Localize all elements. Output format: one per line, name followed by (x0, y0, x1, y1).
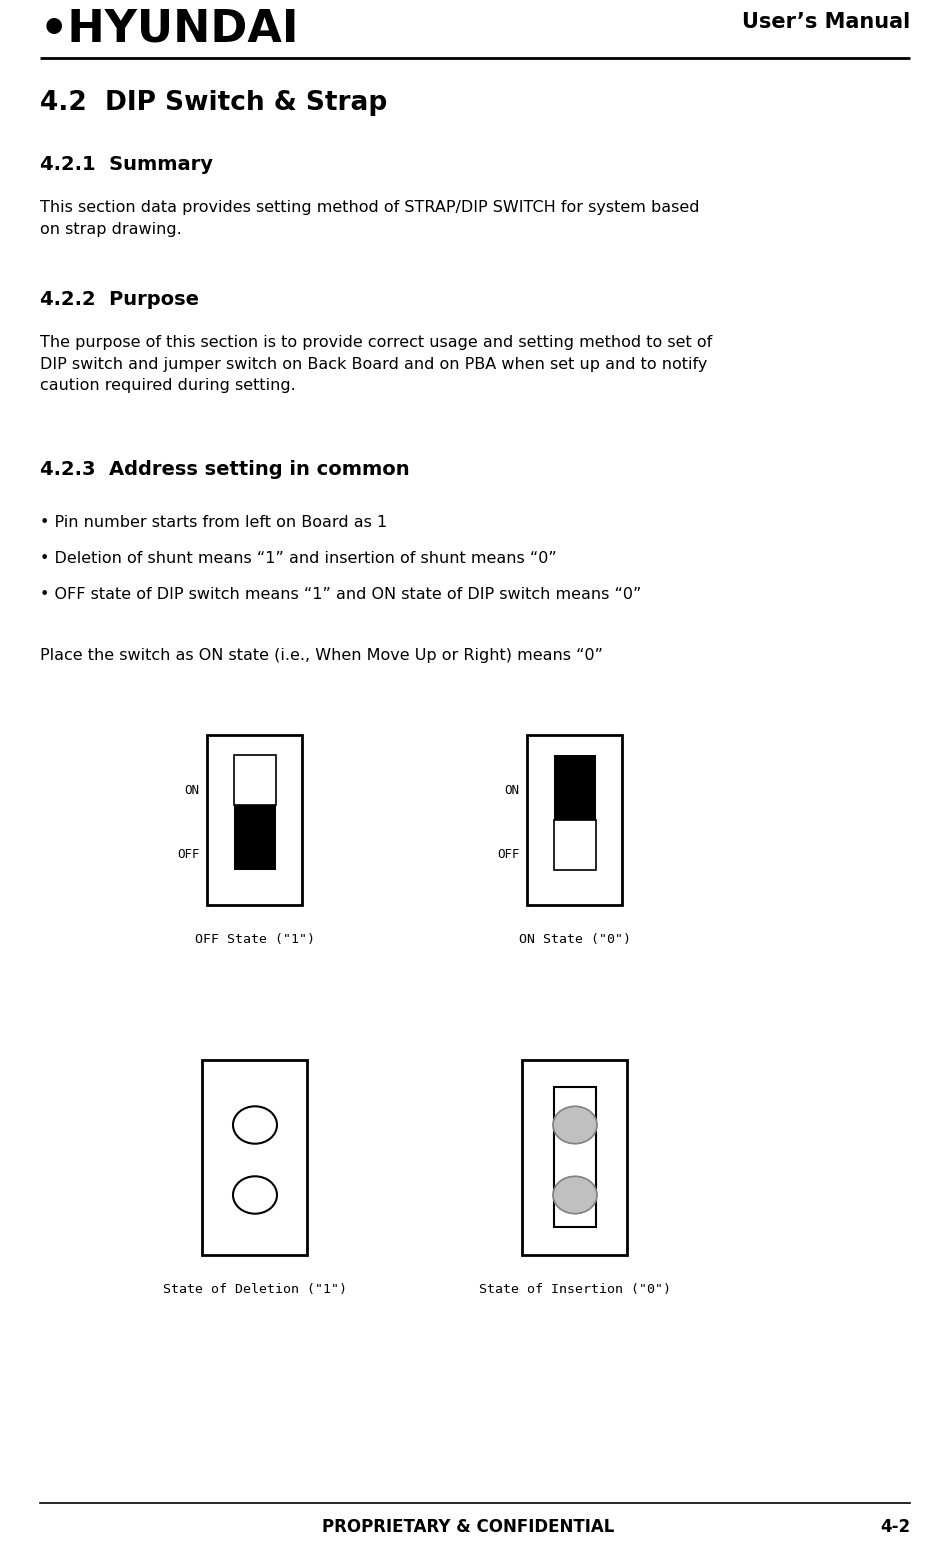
Text: This section data provides setting method of STRAP/DIP SWITCH for system based
o: This section data provides setting metho… (40, 200, 699, 236)
Text: 4.2.2  Purpose: 4.2.2 Purpose (40, 290, 198, 309)
Ellipse shape (552, 1106, 596, 1143)
Text: The purpose of this section is to provide correct usage and setting method to se: The purpose of this section is to provid… (40, 335, 711, 393)
Ellipse shape (552, 1176, 596, 1214)
Text: ON: ON (184, 784, 199, 797)
Text: OFF State ("1"): OFF State ("1") (195, 933, 314, 946)
Text: 4.2  DIP Switch & Strap: 4.2 DIP Switch & Strap (40, 90, 387, 116)
Text: PROPRIETARY & CONFIDENTIAL: PROPRIETARY & CONFIDENTIAL (322, 1517, 614, 1536)
Bar (527, 735, 622, 905)
Text: • OFF state of DIP switch means “1” and ON state of DIP switch means “0”: • OFF state of DIP switch means “1” and … (40, 587, 640, 603)
Text: State of Deletion ("1"): State of Deletion ("1") (163, 1283, 346, 1297)
Text: 4.2.3  Address setting in common: 4.2.3 Address setting in common (40, 460, 409, 478)
Text: User’s Manual: User’s Manual (741, 12, 909, 33)
Text: • Pin number starts from left on Board as 1: • Pin number starts from left on Board a… (40, 516, 387, 530)
Bar (202, 1061, 307, 1255)
Bar (234, 755, 276, 804)
Text: ON State ("0"): ON State ("0") (519, 933, 630, 946)
Ellipse shape (233, 1176, 277, 1214)
Bar (553, 1087, 595, 1227)
Bar (234, 804, 276, 870)
Text: • Deletion of shunt means “1” and insertion of shunt means “0”: • Deletion of shunt means “1” and insert… (40, 551, 556, 565)
Bar (553, 820, 595, 870)
Text: OFF: OFF (496, 848, 519, 862)
Text: 4-2: 4-2 (879, 1517, 909, 1536)
Text: State of Insertion ("0"): State of Insertion ("0") (478, 1283, 670, 1297)
Text: Place the switch as ON state (i.e., When Move Up or Right) means “0”: Place the switch as ON state (i.e., When… (40, 648, 603, 663)
Text: OFF: OFF (177, 848, 199, 862)
Text: ON: ON (504, 784, 519, 797)
Bar (553, 755, 595, 820)
Bar (207, 735, 302, 905)
Text: 4.2.1  Summary: 4.2.1 Summary (40, 155, 212, 174)
Text: •HYUNDAI: •HYUNDAI (40, 8, 300, 51)
Ellipse shape (233, 1106, 277, 1143)
Bar (522, 1061, 627, 1255)
